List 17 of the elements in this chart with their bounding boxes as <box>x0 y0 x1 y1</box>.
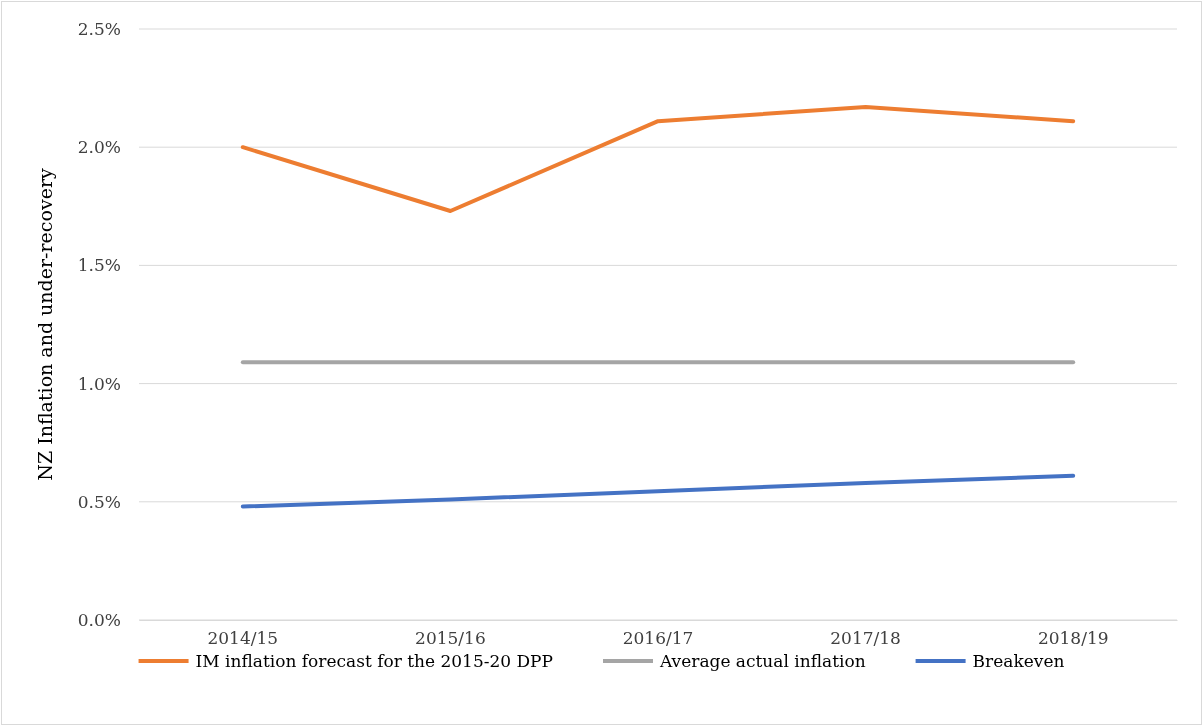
y-tick-label: 1.5% <box>77 255 121 276</box>
y-tick-label: 1.0% <box>77 373 121 394</box>
x-tick-label: 2017/18 <box>830 628 901 649</box>
line-series <box>240 105 1076 214</box>
y-axis-title: NZ Inflation and under-recovery <box>34 168 56 481</box>
legend-label: IM inflation forecast for the 2015-20 DPP <box>195 651 553 671</box>
x-tick-label: 2014/15 <box>207 628 279 649</box>
line-series <box>240 473 1076 509</box>
legend-label: Breakeven <box>972 651 1065 671</box>
y-tick-label: 2.0% <box>77 137 121 158</box>
y-tick-label: 0.5% <box>77 491 121 512</box>
x-tick-label: 2016/17 <box>622 628 694 649</box>
x-tick-label: 2015/16 <box>415 628 486 649</box>
legend-label: Average actual inflation <box>659 651 866 671</box>
x-tick-label: 2018/19 <box>1037 628 1109 649</box>
y-tick-label: 2.5% <box>77 18 121 39</box>
y-tick-label: 0.0% <box>77 609 121 630</box>
